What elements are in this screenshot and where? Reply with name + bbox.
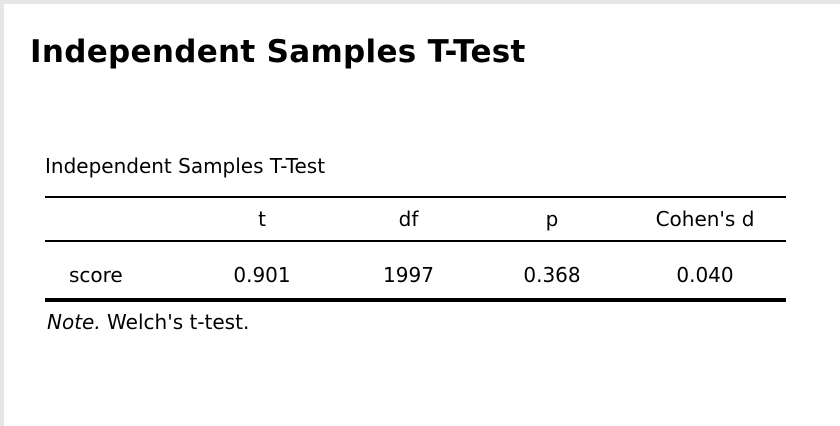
analysis-title: Independent Samples T-Test	[30, 34, 526, 70]
column-header-t: t	[187, 196, 337, 242]
row-label: score	[69, 263, 123, 287]
cell-cohens-d-value: 0.040	[624, 241, 786, 302]
column-header-df: df	[337, 196, 480, 242]
cell-p-value: 0.368	[480, 241, 624, 302]
note-text: Welch's t-test.	[100, 310, 250, 334]
table-footnote: Note. Welch's t-test.	[47, 310, 249, 334]
note-label: Note.	[47, 310, 101, 334]
table-row: score 0.901 1997 0.368 0.040	[45, 241, 786, 302]
output-panel: Independent Samples T-Test Independent S…	[4, 4, 840, 426]
ttest-results-table: t df p Cohen's d score 0.901 1997 0.368 …	[45, 196, 786, 302]
table-title: Independent Samples T-Test	[45, 154, 326, 178]
cell-df-value: 1997	[337, 241, 480, 302]
column-header-variable	[45, 196, 187, 242]
column-header-cohens-d: Cohen's d	[624, 196, 786, 242]
table-header-row: t df p Cohen's d	[45, 196, 786, 242]
cell-t-value: 0.901	[187, 241, 337, 302]
column-header-p: p	[480, 196, 624, 242]
